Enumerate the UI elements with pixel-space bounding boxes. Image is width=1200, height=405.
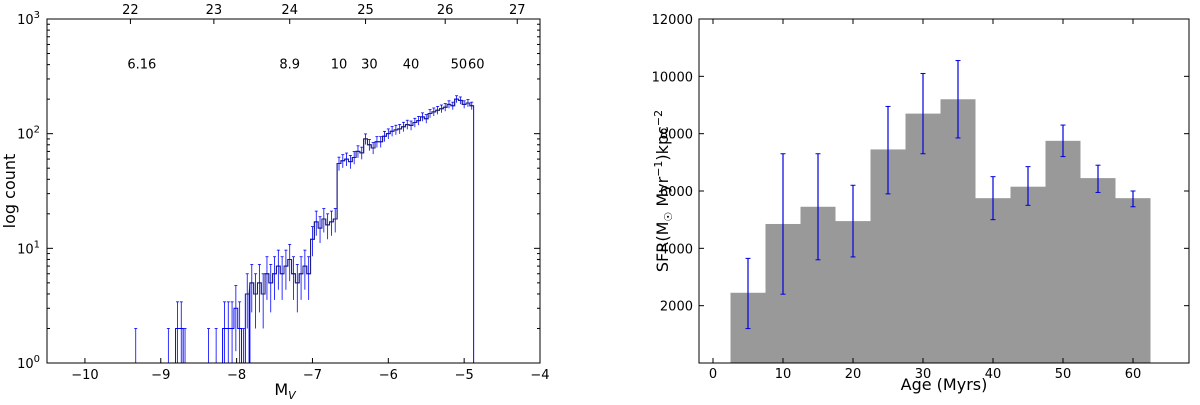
histogram-top-tick-label: 24: [281, 3, 298, 18]
histogram-ytick-label: 100: [17, 354, 40, 372]
sfr-bar: [1115, 198, 1151, 363]
histogram-ylabel: log count: [0, 154, 19, 229]
sfr-ytick-label: 4000: [660, 242, 693, 257]
histogram-xlabel: MV: [274, 380, 297, 402]
sfr-panel: 0 10 20 30 40 50 6020004000600080001000012000 …: [652, 13, 1190, 394]
sfr-xtick-label: 30: [915, 367, 932, 382]
histogram-panel: −10 −9 −8 −7 −6 −5 −4 100 101 102 103 22 23 24 25 26 27 6…: [0, 3, 550, 402]
sfr-ytick-label: 8000: [660, 128, 693, 143]
sfr-xtick-label: 0: [709, 367, 717, 382]
sfr-axes: 0 10 20 30 40 50 60 2000 4000 6000 8000 10000 12000: [652, 13, 1189, 382]
histogram-ytick-label: 102: [17, 125, 40, 143]
sfr-bar: [940, 99, 976, 364]
sfr-bar: [975, 198, 1011, 363]
sfr-xtick-label: 10: [775, 367, 792, 382]
histogram-frame: [46, 18, 541, 364]
histogram-xtick-label: −4: [530, 368, 549, 383]
histogram-xtick-label: −8: [227, 368, 246, 383]
histogram-overlay-line: [245, 98, 474, 295]
sfr-ytick-label: 12000: [652, 13, 693, 28]
histogram-xtick-label: −10: [71, 368, 98, 383]
histogram-xtick-label: −5: [455, 368, 474, 383]
histogram-ytick-label: 101: [17, 239, 40, 257]
histogram-top-tick-label: 25: [357, 3, 374, 18]
histogram-step-line: [133, 98, 478, 364]
histogram-annotation: 10: [331, 58, 348, 73]
histogram-xtick-label: −6: [379, 368, 398, 383]
sfr-xtick-label: 50: [1055, 367, 1072, 382]
sfr-bar: [905, 113, 941, 363]
histogram-ytick-label: 103: [17, 10, 40, 28]
sfr-bar: [1010, 186, 1046, 363]
sfr-xtick-label: 20: [845, 367, 862, 382]
histogram-top-tick-label: 23: [206, 3, 223, 18]
histogram-top-tick-label: 27: [509, 3, 526, 18]
sfr-xtick-label: 40: [985, 367, 1002, 382]
sfr-ylabel: SFR(M☉ Myr−1)kpc−2: [652, 110, 675, 272]
sfr-ytick-label: 2000: [660, 300, 693, 315]
histogram-annotation: 40: [403, 58, 420, 73]
histogram-annotation: 30: [361, 58, 378, 73]
histogram-top-tick-label: 22: [122, 3, 139, 18]
sfr-bar: [1080, 178, 1116, 363]
sfr-ytick-label: 10000: [652, 70, 693, 85]
sfr-marks: [730, 60, 1151, 364]
sfr-bar: [1045, 140, 1081, 363]
histogram-marks: [133, 95, 478, 364]
histogram-xtick-label: −9: [151, 368, 170, 383]
histogram-xtick-label: −7: [303, 368, 322, 383]
histogram-annotation: 8.9: [279, 58, 300, 73]
histogram-axes: −10 −9 −8 −7 −6 −5 −4 100 101 102 103 22 23 24 25 26 27 6…: [17, 3, 550, 383]
sfr-ytick-label: 6000: [660, 185, 693, 200]
sfr-xtick-label: 60: [1125, 367, 1142, 382]
histogram-annotation: 50: [451, 58, 468, 73]
histogram-annotation: 60: [468, 58, 485, 73]
histogram-annotation: 6.16: [127, 58, 156, 73]
sfr-xlabel: Age (Myrs): [901, 375, 988, 394]
histogram-top-tick-label: 26: [437, 3, 454, 18]
